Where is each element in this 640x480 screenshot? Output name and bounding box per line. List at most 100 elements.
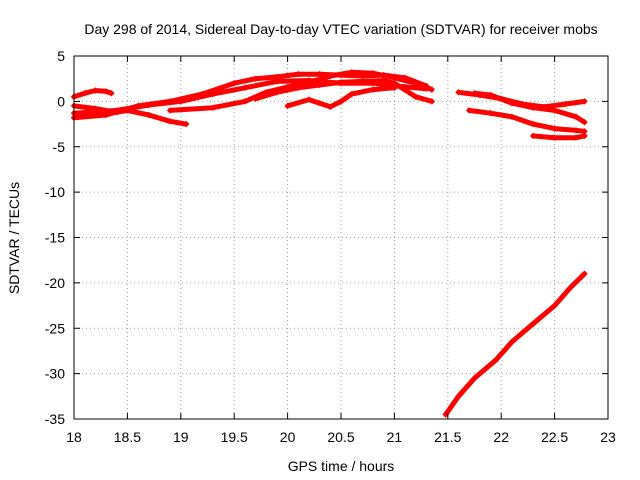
data-point — [530, 320, 537, 327]
y-tick-label: -10 — [45, 184, 65, 200]
data-point — [370, 86, 377, 93]
y-tick-label: -5 — [53, 139, 66, 155]
data-point — [103, 88, 110, 95]
data-point — [252, 75, 259, 82]
data-point — [572, 113, 579, 120]
data-point — [530, 121, 537, 128]
chart-title: Day 298 of 2014, Sidereal Day-to-day VTE… — [84, 21, 597, 37]
data-point — [412, 93, 419, 100]
data-point — [92, 87, 99, 94]
x-tick-label: 21.5 — [434, 429, 461, 445]
data-point — [209, 104, 216, 111]
data-point — [348, 91, 355, 98]
series-line — [71, 78, 429, 116]
x-tick-label: 21 — [387, 429, 403, 445]
data-point — [508, 113, 515, 120]
data-point — [551, 107, 558, 114]
data-point — [471, 90, 478, 97]
data-point — [508, 100, 515, 107]
data-point — [284, 102, 291, 109]
data-point — [316, 100, 323, 107]
data-point — [273, 78, 280, 85]
x-tick-label: 19.5 — [221, 429, 248, 445]
x-tick-label: 20.5 — [327, 429, 354, 445]
data-point — [167, 118, 174, 125]
data-point — [316, 82, 323, 89]
data-point — [572, 127, 579, 134]
data-point — [252, 95, 259, 102]
data-point — [209, 91, 216, 98]
data-point — [273, 89, 280, 96]
data-point — [581, 270, 588, 277]
y-tick-label: 0 — [57, 93, 65, 109]
data-point — [231, 80, 238, 87]
data-point — [581, 98, 588, 105]
data-point — [466, 107, 473, 114]
data-point — [567, 284, 574, 291]
data-point — [241, 84, 248, 91]
y-tick-label: -25 — [45, 320, 65, 336]
data-point — [581, 119, 588, 126]
x-tick-label: 20 — [280, 429, 296, 445]
data-point — [81, 90, 88, 97]
data-layer — [71, 69, 588, 418]
data-point — [562, 101, 569, 108]
series-line — [253, 78, 435, 104]
data-series — [442, 270, 588, 418]
data-point — [338, 79, 344, 86]
data-point — [551, 125, 558, 132]
series-line — [167, 69, 435, 113]
data-point — [359, 78, 366, 85]
y-tick-label: -35 — [45, 411, 65, 427]
data-point — [241, 98, 248, 105]
data-point — [295, 71, 302, 78]
data-point — [113, 107, 120, 114]
data-series — [252, 77, 435, 105]
x-tick-label: 19 — [173, 429, 189, 445]
data-point — [316, 71, 323, 78]
y-tick-label: -20 — [45, 275, 65, 291]
series-line — [530, 133, 587, 141]
y-axis-label: SDTVAR / TECUs — [6, 182, 22, 294]
data-point — [348, 69, 355, 76]
data-point — [305, 96, 312, 103]
data-point — [391, 74, 398, 81]
data-point — [428, 98, 435, 105]
y-tick-label: -30 — [45, 366, 65, 382]
data-point — [108, 90, 115, 97]
y-tick-label: 5 — [57, 48, 65, 64]
data-series — [466, 107, 588, 135]
data-point — [492, 357, 499, 364]
x-tick-label: 18 — [66, 429, 82, 445]
data-point — [455, 393, 462, 400]
x-tick-label: 23 — [600, 429, 616, 445]
series-line — [285, 85, 397, 110]
data-point — [471, 375, 478, 382]
data-point — [455, 89, 462, 96]
data-point — [530, 104, 537, 111]
data-point — [338, 98, 344, 105]
data-point — [551, 302, 558, 309]
data-point — [145, 111, 152, 118]
data-series — [284, 84, 398, 110]
data-point — [581, 132, 588, 139]
x-tick-label: 22.5 — [541, 429, 568, 445]
data-point — [167, 107, 174, 114]
x-axis-label: GPS time / hours — [288, 458, 395, 474]
data-point — [327, 103, 334, 110]
data-point — [412, 80, 419, 87]
axis-ticks: 18 18.5 19 19.5 20 20.5 21 21.5 22 22.5 23 5 0 -5 -10 -… — [45, 48, 616, 445]
data-point — [487, 110, 494, 117]
data-point — [572, 134, 579, 141]
data-point — [487, 92, 494, 99]
data-series — [530, 132, 588, 141]
data-point — [380, 77, 387, 84]
data-series — [471, 90, 588, 126]
x-tick-label: 22 — [493, 429, 509, 445]
data-point — [145, 102, 152, 109]
data-point — [295, 84, 302, 91]
data-point — [551, 134, 558, 141]
x-tick-label: 18.5 — [114, 429, 141, 445]
data-point — [177, 98, 184, 105]
